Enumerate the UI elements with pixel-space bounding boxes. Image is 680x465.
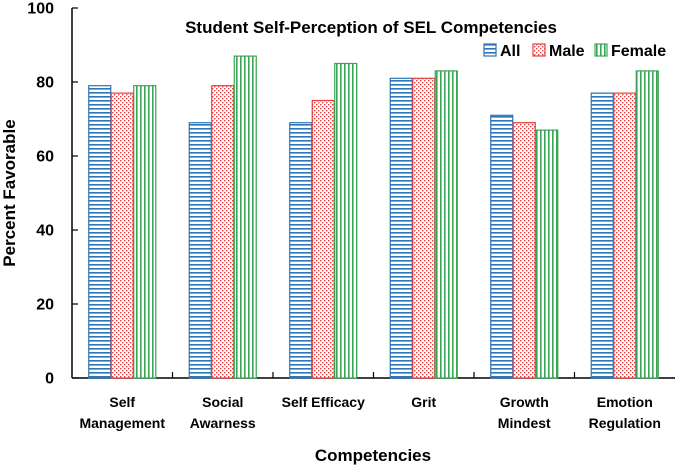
legend-swatch-all bbox=[483, 43, 497, 57]
bar-male bbox=[110, 92, 134, 379]
x-axis-ticks: Self Management Social Awarness Self Efficac… bbox=[79, 372, 661, 431]
y-axis-ticks: 0 20 40 60 80 100 bbox=[27, 1, 78, 388]
x-tick-label-line: Mindest bbox=[498, 415, 551, 431]
x-tick-label-line: Management bbox=[79, 415, 165, 431]
bar-female bbox=[133, 85, 157, 379]
x-tick-label: Self Efficacy bbox=[282, 394, 365, 410]
legend-label-female: Female bbox=[611, 43, 666, 60]
bar-all bbox=[490, 114, 514, 379]
legend-label-male: Male bbox=[549, 43, 585, 60]
legend-swatch-male bbox=[532, 43, 546, 57]
legend-label-all: All bbox=[500, 43, 520, 60]
bar-female bbox=[535, 129, 559, 379]
x-tick-label-line: Growth bbox=[500, 394, 549, 410]
bar-male bbox=[412, 77, 436, 379]
y-tick-label: 20 bbox=[36, 297, 54, 314]
y-axis-title: Percent Favorable bbox=[0, 119, 19, 266]
bar-all bbox=[88, 85, 112, 379]
bar-all bbox=[590, 92, 614, 379]
bar-female bbox=[233, 55, 257, 379]
x-tick-label: Self Management bbox=[79, 394, 165, 431]
x-tick-label-line: Awarness bbox=[190, 415, 256, 431]
y-tick-label: 0 bbox=[45, 371, 54, 388]
y-tick-label: 40 bbox=[36, 223, 54, 240]
x-tick-label: Grit bbox=[411, 394, 436, 410]
chart-title: Student Self-Perception of SEL Competenc… bbox=[185, 18, 557, 37]
x-tick-label: Social Awarness bbox=[190, 394, 256, 431]
x-tick-label-line: Regulation bbox=[589, 415, 661, 431]
bar-male bbox=[613, 92, 637, 379]
legend: All Male Female bbox=[483, 43, 666, 60]
x-tick-label: Emotion Regulation bbox=[589, 394, 661, 431]
y-tick-label: 100 bbox=[27, 1, 54, 18]
bar-female bbox=[635, 70, 659, 379]
x-tick-label-line: Self bbox=[109, 394, 135, 410]
y-tick-label: 80 bbox=[36, 75, 54, 92]
x-tick-label: Growth Mindest bbox=[498, 394, 551, 431]
bar-male bbox=[211, 85, 235, 379]
bar-female bbox=[334, 62, 358, 379]
x-tick-label-line: Emotion bbox=[597, 394, 653, 410]
x-tick-label-line: Self Efficacy bbox=[282, 394, 365, 410]
plot-area bbox=[71, 8, 675, 379]
x-tick-label-line: Social bbox=[202, 394, 243, 410]
x-tick-label-line: Grit bbox=[411, 394, 436, 410]
bar-all bbox=[289, 122, 313, 379]
y-tick-label: 60 bbox=[36, 149, 54, 166]
bar-all bbox=[389, 77, 413, 379]
plot-frame bbox=[72, 8, 675, 378]
bar-female bbox=[434, 70, 458, 379]
bar-all bbox=[188, 122, 212, 379]
bar-male bbox=[512, 122, 536, 379]
bar-male bbox=[311, 99, 335, 379]
legend-swatch-female bbox=[594, 43, 608, 57]
bars bbox=[88, 55, 659, 379]
x-axis-title: Competencies bbox=[315, 446, 431, 465]
